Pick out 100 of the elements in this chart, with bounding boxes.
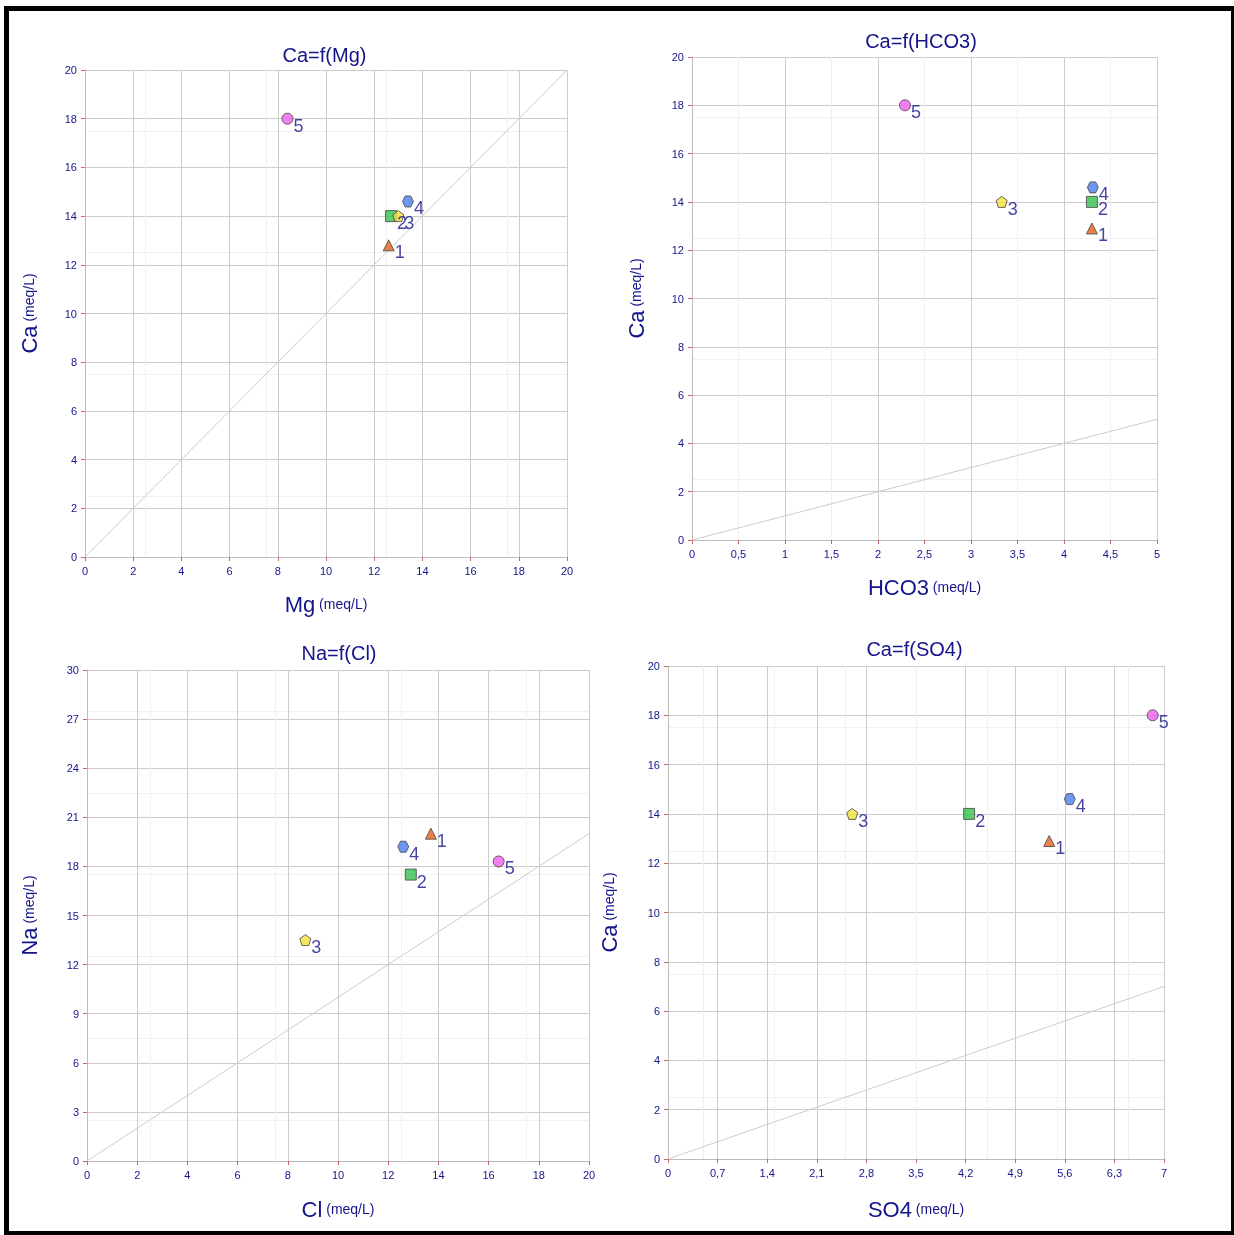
y-tick-label: 2 bbox=[70, 502, 77, 515]
x-tick-label: 2,8 bbox=[858, 1166, 875, 1179]
x-tick-label: 2,5 bbox=[916, 547, 933, 560]
x-tick-label: 5,6 bbox=[1057, 1166, 1073, 1179]
y-tick-label: 24 bbox=[66, 762, 79, 775]
x-tick-label: 3 bbox=[967, 547, 975, 560]
series-label: 4 bbox=[409, 843, 420, 864]
x-tick-label: 6 bbox=[226, 564, 233, 577]
series-label: 3 bbox=[404, 213, 415, 234]
y-tick-label: 2 bbox=[653, 1103, 660, 1116]
x-tick-label: 6 bbox=[234, 1168, 241, 1181]
point bbox=[1063, 793, 1076, 806]
y-tick-label: 12 bbox=[671, 244, 684, 257]
x-tick-label: 4,5 bbox=[1102, 547, 1119, 560]
x-tick-label: 0,5 bbox=[730, 547, 747, 560]
x-tick-label: 4 bbox=[184, 1168, 191, 1181]
chart-title: Ca=f(Mg) bbox=[282, 44, 367, 66]
y-tick-label: 4 bbox=[677, 437, 684, 450]
series-label: 2 bbox=[416, 871, 427, 892]
y-tick-label: 9 bbox=[72, 1007, 79, 1020]
chart-title: Ca=f(SO4) bbox=[866, 638, 963, 660]
x-tick-label: 2,1 bbox=[809, 1166, 825, 1179]
y-tick-label: 8 bbox=[70, 356, 77, 369]
x-tick-label: 3,5 bbox=[908, 1166, 924, 1179]
x-tick-label: 1,5 bbox=[823, 547, 840, 560]
y-tick-label: 18 bbox=[671, 99, 684, 112]
y-tick-label: 6 bbox=[72, 1056, 79, 1069]
series-label: 1 bbox=[1055, 838, 1066, 859]
x-tick-label: 2 bbox=[874, 547, 882, 560]
point bbox=[397, 840, 410, 853]
series-label: 3 bbox=[1007, 198, 1018, 219]
series-label: 1 bbox=[394, 242, 405, 263]
point bbox=[492, 855, 505, 868]
x-tick-label: 16 bbox=[482, 1168, 495, 1181]
chart-title: Na=f(Cl) bbox=[301, 642, 377, 664]
y-tick-label: 6 bbox=[653, 1005, 660, 1018]
series-label: 5 bbox=[504, 858, 515, 879]
point bbox=[382, 239, 395, 252]
y-tick-label: 18 bbox=[66, 860, 79, 873]
series-label: 3 bbox=[311, 937, 322, 958]
y-tick-label: 14 bbox=[671, 195, 684, 208]
x-tick-label: 2 bbox=[130, 564, 137, 577]
x-tick-label: 8 bbox=[274, 564, 281, 577]
x-axis-title: HCO3 (meq/L) bbox=[867, 574, 982, 600]
x-tick-label: 18 bbox=[532, 1168, 545, 1181]
y-tick-label: 8 bbox=[677, 340, 684, 353]
series-label: 4 bbox=[413, 198, 424, 219]
y-tick-label: 4 bbox=[70, 453, 77, 466]
x-tick-label: 4 bbox=[178, 564, 185, 577]
y-axis-title: Ca (meq/L) bbox=[16, 273, 42, 354]
x-tick-label: 14 bbox=[416, 564, 429, 577]
point bbox=[404, 868, 417, 881]
x-tick-label: 20 bbox=[582, 1168, 596, 1181]
y-tick-label: 30 bbox=[66, 664, 79, 676]
x-tick-label: 1,4 bbox=[759, 1166, 775, 1179]
x-tick-label: 5 bbox=[1153, 547, 1161, 560]
x-tick-label: 8 bbox=[284, 1168, 291, 1181]
x-tick-label: 14 bbox=[432, 1168, 445, 1181]
y-axis-title: Ca (meq/L) bbox=[623, 258, 649, 339]
series-label: 1 bbox=[436, 830, 447, 851]
x-tick-label: 0 bbox=[81, 564, 89, 577]
x-tick-label: 3,5 bbox=[1009, 547, 1026, 560]
y-tick-label: 18 bbox=[64, 112, 77, 125]
x-tick-label: 4,2 bbox=[957, 1166, 974, 1179]
series-label: 5 bbox=[293, 115, 304, 136]
series-label: 4 bbox=[1075, 796, 1086, 817]
point bbox=[281, 112, 294, 125]
x-tick-label: 6,3 bbox=[1106, 1166, 1123, 1179]
x-tick-label: 18 bbox=[512, 564, 525, 577]
x-tick-label: 7 bbox=[1160, 1166, 1168, 1179]
point bbox=[1085, 195, 1098, 208]
point bbox=[401, 195, 414, 208]
x-axis-title: SO4 (meq/L) bbox=[867, 1196, 965, 1222]
y-tick-label: 10 bbox=[647, 906, 660, 919]
y-tick-label: 8 bbox=[653, 955, 660, 968]
x-tick-label: 1 bbox=[781, 547, 789, 560]
y-axis-title: Na (meq/L) bbox=[16, 875, 42, 956]
point bbox=[1146, 709, 1159, 722]
x-tick-label: 12 bbox=[382, 1168, 395, 1181]
point bbox=[1086, 181, 1099, 194]
y-tick-label: 15 bbox=[66, 909, 79, 922]
x-tick-label: 16 bbox=[464, 564, 477, 577]
x-tick-label: 2 bbox=[134, 1168, 141, 1181]
y-tick-label: 16 bbox=[671, 147, 684, 160]
x-tick-label: 0 bbox=[688, 547, 696, 560]
y-tick-label: 0 bbox=[677, 534, 684, 546]
x-tick-label: 4,9 bbox=[1007, 1166, 1023, 1179]
y-tick-label: 21 bbox=[66, 811, 79, 824]
y-tick-label: 2 bbox=[677, 485, 684, 498]
point bbox=[995, 195, 1008, 208]
chart-title: Ca=f(HCO3) bbox=[865, 30, 977, 52]
series-label: 5 bbox=[910, 102, 921, 123]
x-tick-label: 4 bbox=[1060, 547, 1068, 560]
y-tick-label: 10 bbox=[64, 307, 77, 320]
y-tick-label: 16 bbox=[64, 161, 77, 174]
x-axis-title: Cl (meq/L) bbox=[301, 1196, 375, 1222]
y-tick-label: 14 bbox=[647, 807, 660, 820]
y-tick-label: 14 bbox=[64, 210, 77, 223]
y-tick-label: 0 bbox=[653, 1153, 660, 1165]
y-tick-label: 3 bbox=[72, 1105, 79, 1118]
